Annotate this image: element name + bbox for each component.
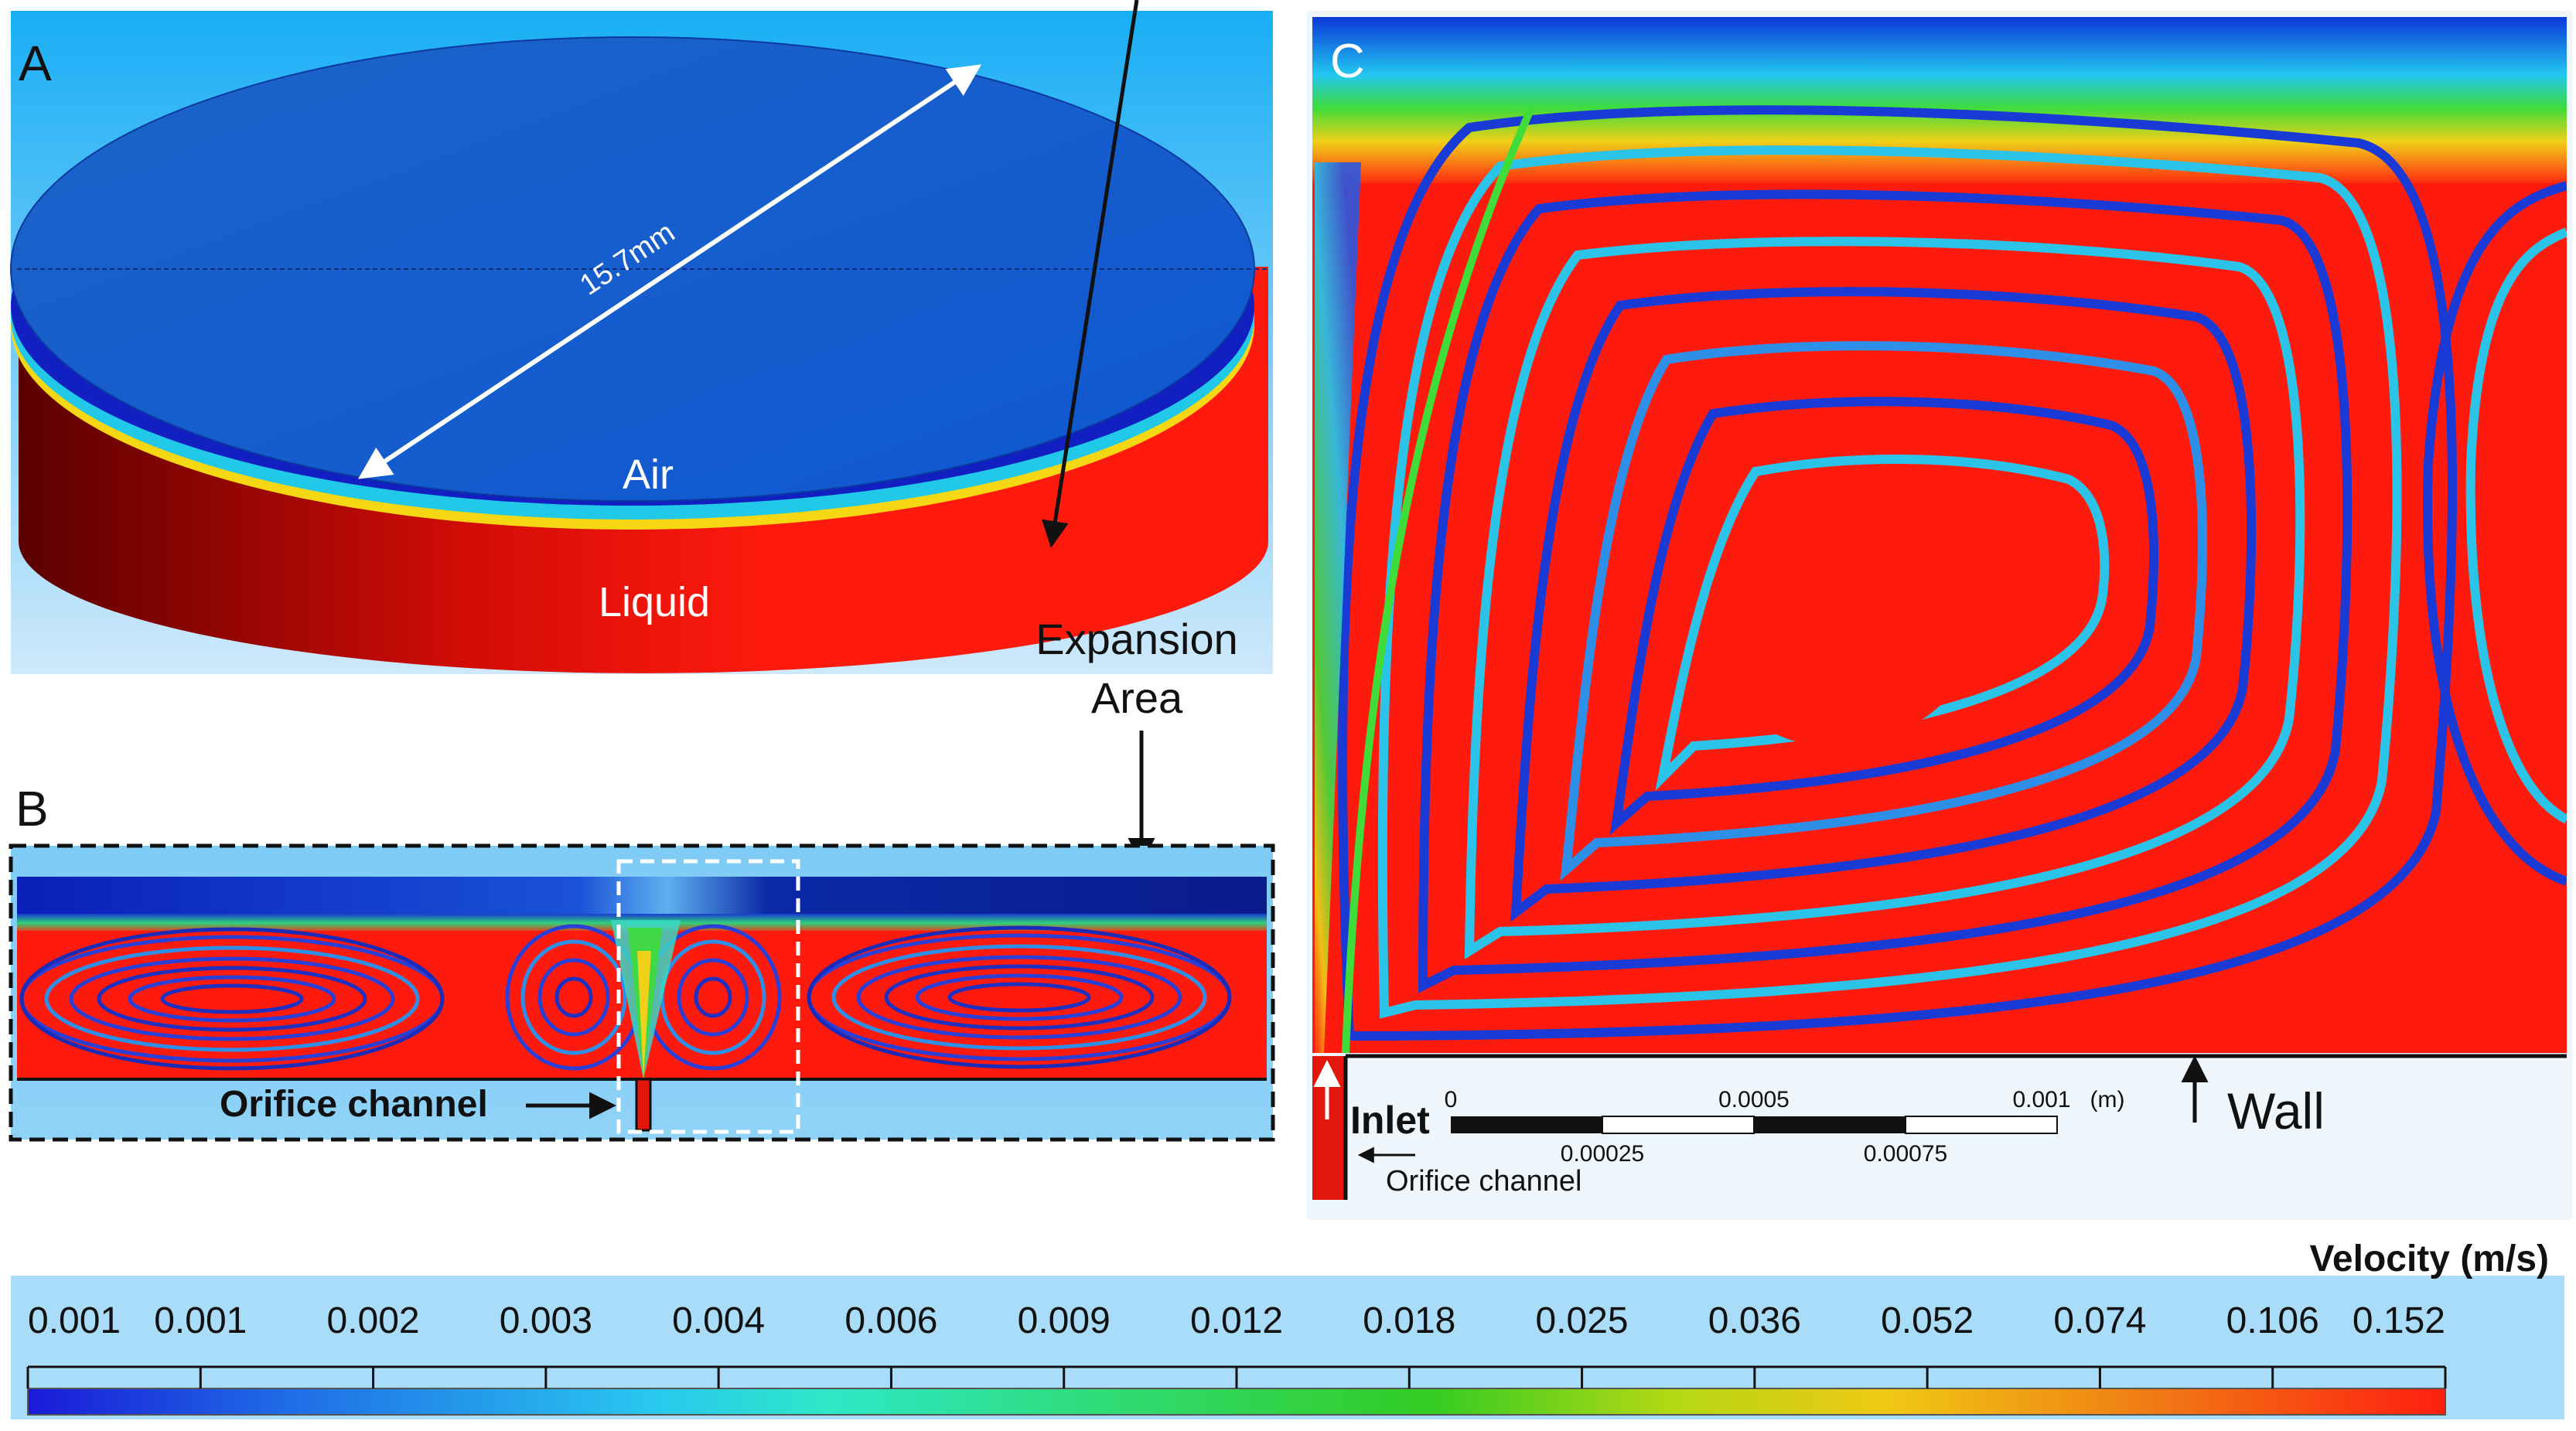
panel-b-letter: B — [15, 781, 49, 836]
right-vortex-fragment — [2423, 181, 2567, 886]
orifice-label-b: Orifice channel — [220, 1084, 488, 1125]
colorbar-title: Velocity (m/s) — [2310, 1238, 2549, 1279]
scale-tick-0: 0 — [1445, 1087, 1458, 1112]
expansion-arrow — [1042, 0, 1139, 548]
scale-tick-000075: 0.00075 — [1864, 1141, 1947, 1167]
velocity-colorbar: Velocity (m/s) 0.001 0.001 0.002 0.003 0.004… — [11, 1238, 2564, 1419]
colorbar-tick-label: 0.025 — [1536, 1300, 1629, 1341]
vortex-core — [1705, 475, 1991, 747]
colorbar-tick-label: 0.002 — [327, 1300, 420, 1341]
wall-label: Wall — [2227, 1082, 2325, 1140]
inlet-jet — [1315, 162, 1361, 1053]
central-jet — [611, 920, 681, 1079]
colorbar-tick-label: 0.036 — [1708, 1300, 1801, 1341]
colorbar-tick-label: 0.004 — [672, 1300, 765, 1341]
panel-c: C Inlet Orifice channel Wall 0 0.0005 0.… — [1307, 11, 2572, 1220]
colorbar-ticks: 0.001 0.001 0.002 0.003 0.004 0.006 0.009 0.012… — [26, 1300, 2447, 1388]
panel-a: 15.7mm Air Liquid A — [10, 11, 1273, 674]
colorbar-tick-label: 0.006 — [844, 1300, 937, 1341]
panel-b-frame — [9, 843, 1275, 1142]
scale-segment-4 — [1905, 1116, 2058, 1134]
panel-b: B — [9, 781, 1275, 1142]
scale-segment-3 — [1754, 1116, 1906, 1133]
expansion-label-line2: Area — [1091, 673, 1183, 722]
expansion-area-callout: Expansion Area — [1036, 0, 1238, 865]
panel-c-letter: C — [1330, 35, 1365, 88]
right-vortex — [807, 925, 1232, 1069]
air-label: Air — [623, 451, 674, 498]
orifice-channel-b — [635, 1078, 652, 1132]
scale-bar: 0 0.0005 0.001 (m) 0.00025 0.00075 — [1445, 1087, 2125, 1167]
colorbar-tick-label: 0.001 — [154, 1300, 247, 1341]
colorbar-tick-label: 0.106 — [2226, 1300, 2319, 1341]
colorbar-tick-label: 0.001 — [28, 1300, 121, 1341]
liquid-label: Liquid — [599, 579, 710, 625]
orifice-label-c: Orifice channel — [1386, 1165, 1581, 1198]
scale-tick-000025: 0.00025 — [1561, 1141, 1644, 1167]
inlet-label: Inlet — [1350, 1099, 1430, 1142]
scale-tick-001: 0.001 — [2012, 1087, 2070, 1112]
main-vortex-streamlines — [1338, 105, 2458, 1041]
air-layer — [17, 877, 1267, 917]
left-vortex — [19, 927, 445, 1071]
diameter-arrow — [358, 64, 981, 479]
colorbar-tick-label: 0.012 — [1190, 1300, 1283, 1341]
scale-tick-0005: 0.0005 — [1718, 1087, 1790, 1112]
colorbar-tick-label: 0.009 — [1018, 1300, 1111, 1341]
zoom-box — [616, 859, 800, 1134]
panel-a-letter: A — [19, 36, 52, 91]
colorbar-tick-label: 0.074 — [2053, 1300, 2146, 1341]
colorbar-tick-label: 0.018 — [1363, 1300, 1455, 1341]
colorbar-tick-label: 0.052 — [1881, 1300, 1974, 1341]
colorbar-tick-label: 0.152 — [2353, 1300, 2445, 1341]
jet-streamline — [1342, 106, 1535, 1053]
scale-unit: (m) — [2090, 1087, 2125, 1112]
scale-segment-1 — [1451, 1116, 1602, 1133]
scale-segment-2 — [1602, 1116, 1755, 1134]
colorbar-tick-label: 0.003 — [500, 1300, 592, 1341]
expansion-label-line1: Expansion — [1036, 615, 1238, 663]
colorbar-gradient — [27, 1388, 2446, 1416]
air-interface-layer — [1312, 17, 2567, 183]
